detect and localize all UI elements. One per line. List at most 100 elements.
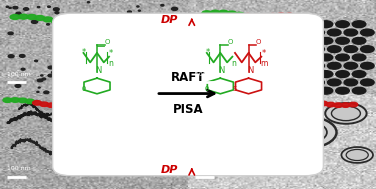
Circle shape (47, 103, 56, 108)
Circle shape (327, 79, 341, 86)
Circle shape (327, 62, 341, 69)
Circle shape (13, 6, 18, 9)
Circle shape (8, 55, 14, 58)
Circle shape (303, 87, 316, 94)
Circle shape (48, 74, 53, 77)
Text: N: N (247, 66, 253, 75)
Circle shape (188, 140, 233, 163)
Text: 100 nm: 100 nm (195, 72, 218, 77)
Circle shape (42, 78, 46, 80)
Circle shape (327, 29, 341, 36)
Text: m: m (261, 59, 268, 68)
Circle shape (319, 101, 328, 106)
Circle shape (319, 21, 333, 28)
Circle shape (344, 29, 358, 36)
Circle shape (319, 87, 333, 94)
Circle shape (21, 68, 25, 70)
Circle shape (303, 54, 316, 61)
Circle shape (361, 62, 374, 69)
Text: *: * (261, 49, 265, 58)
Circle shape (346, 149, 368, 160)
Circle shape (210, 10, 220, 15)
Circle shape (241, 142, 300, 172)
Circle shape (218, 10, 228, 15)
Circle shape (344, 79, 358, 86)
Circle shape (332, 106, 360, 121)
Text: O: O (256, 39, 261, 45)
Circle shape (311, 62, 324, 69)
Circle shape (341, 147, 373, 163)
Circle shape (304, 99, 313, 104)
Text: N: N (95, 66, 102, 75)
Circle shape (55, 12, 59, 14)
Circle shape (84, 19, 94, 24)
Circle shape (35, 15, 45, 20)
Circle shape (311, 46, 324, 53)
Circle shape (209, 105, 265, 133)
Circle shape (352, 54, 366, 61)
Text: 100 nm: 100 nm (7, 72, 30, 77)
Circle shape (138, 10, 140, 11)
Text: n: n (231, 59, 236, 68)
Circle shape (43, 17, 53, 22)
Circle shape (276, 13, 286, 18)
Circle shape (131, 21, 136, 23)
Circle shape (243, 13, 253, 18)
Circle shape (326, 102, 335, 107)
Circle shape (303, 37, 316, 44)
Circle shape (319, 37, 333, 44)
Circle shape (311, 100, 320, 105)
Circle shape (44, 91, 49, 94)
Circle shape (352, 21, 366, 28)
Text: DP: DP (161, 165, 179, 174)
Circle shape (273, 116, 337, 148)
Circle shape (319, 54, 333, 61)
Circle shape (361, 29, 374, 36)
Circle shape (89, 14, 93, 16)
Circle shape (52, 71, 58, 74)
Circle shape (319, 71, 333, 77)
Circle shape (361, 79, 374, 86)
Circle shape (217, 109, 256, 129)
Text: *: * (82, 48, 86, 57)
Circle shape (10, 15, 20, 19)
Circle shape (18, 14, 28, 19)
Circle shape (336, 37, 349, 44)
Text: S: S (233, 86, 237, 92)
Circle shape (87, 2, 89, 3)
Circle shape (311, 79, 324, 86)
Circle shape (38, 87, 40, 88)
Text: *: * (109, 49, 113, 58)
Circle shape (18, 98, 27, 103)
Circle shape (334, 103, 343, 107)
Circle shape (349, 102, 358, 107)
FancyBboxPatch shape (53, 13, 323, 176)
Circle shape (303, 71, 316, 77)
Circle shape (24, 8, 29, 10)
Circle shape (311, 29, 324, 36)
Text: N: N (218, 66, 225, 75)
Circle shape (47, 24, 49, 25)
Circle shape (161, 5, 164, 6)
Circle shape (336, 87, 349, 94)
Text: O: O (81, 86, 86, 92)
Circle shape (41, 75, 43, 76)
Circle shape (336, 54, 349, 61)
Circle shape (293, 14, 302, 19)
Circle shape (171, 7, 177, 10)
Circle shape (40, 102, 49, 107)
Circle shape (195, 143, 226, 159)
Circle shape (227, 11, 237, 16)
Circle shape (27, 15, 36, 19)
Text: 100 nm: 100 nm (7, 167, 30, 171)
Circle shape (344, 46, 358, 53)
Circle shape (37, 79, 43, 82)
Circle shape (92, 19, 102, 24)
Circle shape (303, 21, 316, 28)
Circle shape (361, 46, 374, 53)
Circle shape (16, 12, 21, 15)
Circle shape (352, 87, 366, 94)
Circle shape (127, 11, 132, 13)
Circle shape (59, 19, 69, 24)
Circle shape (11, 98, 20, 102)
